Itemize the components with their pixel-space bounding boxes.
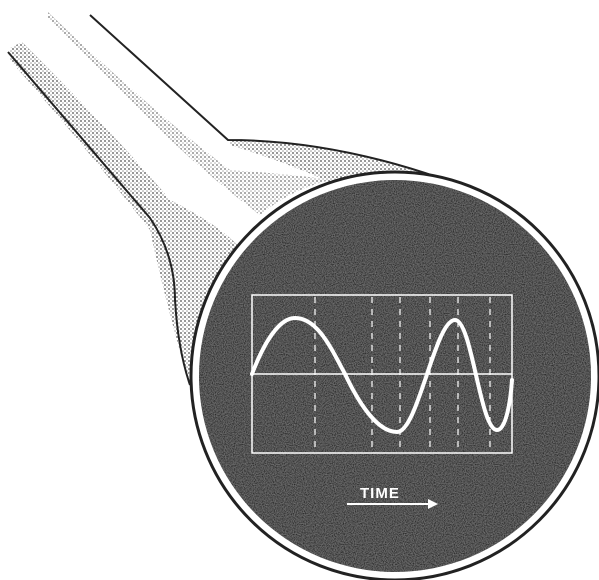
arrow-head (428, 499, 438, 509)
screen (199, 180, 591, 572)
tube-outline (89, 14, 441, 179)
screen-rim-highlight (195, 176, 595, 576)
tube-outline (7, 51, 191, 386)
waveform (250, 315, 514, 435)
tube-neck-shading (10, 42, 250, 380)
axis-label: TIME (360, 485, 400, 502)
